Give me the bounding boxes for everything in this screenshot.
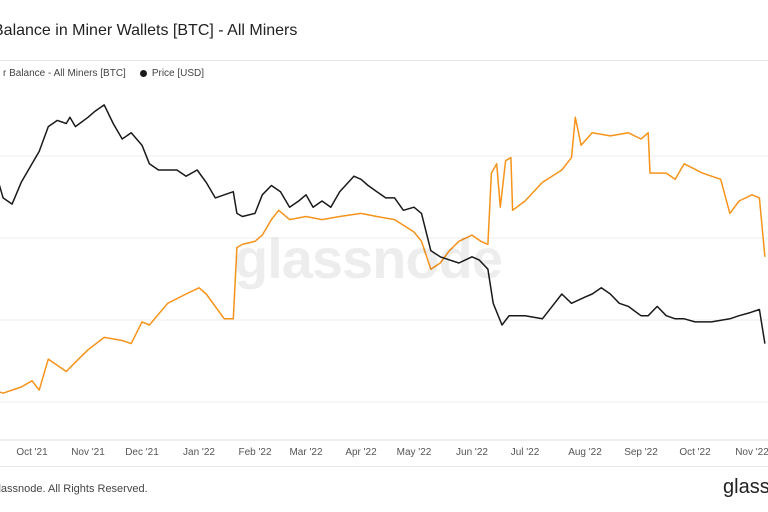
legend-item-price[interactable]: Price [USD] [139,68,205,79]
legend-item-balance[interactable]: r Balance - All Miners [BTC] [0,68,126,79]
x-tick-label: Mar '22 [289,447,322,458]
legend-label-price: Price [USD] [151,68,205,79]
legend-label-balance: r Balance - All Miners [BTC] [3,68,126,79]
footer-divider [0,466,768,467]
x-tick-label: Apr '22 [345,447,377,458]
chart-legend: r Balance - All Miners [BTC] Price [USD] [0,68,218,79]
footer-logo: glass [723,476,768,498]
x-tick-label: Aug '22 [568,447,602,458]
chart-area[interactable]: Oct '21 Nov '21 Dec '21 Jan '22 Feb '22 Mar '… [0,86,768,458]
x-tick-label: Oct '21 [16,447,48,458]
x-tick-label: Sep '22 [624,447,658,458]
header-divider [0,60,768,61]
x-tick-label: Dec '21 [125,447,159,458]
x-tick-label: Jan '22 [183,447,215,458]
x-tick-label: Jun '22 [456,447,488,458]
line-chart[interactable]: Oct '21 Nov '21 Dec '21 Jan '22 Feb '22 Mar '… [0,86,768,458]
x-tick-label: May '22 [397,447,432,458]
legend-swatch-price [139,70,147,77]
balance-series-line [0,116,766,394]
footer-copyright: ilassnode. All Rights Reserved. [0,483,148,495]
x-tick-label: Feb '22 [238,447,271,458]
x-tick-label: Nov '21 [71,447,105,458]
price-series-line [0,104,766,344]
x-tick-label: Nov '22 [735,447,768,458]
chart-title: Balance in Miner Wallets [BTC] - All Min… [0,22,298,39]
x-tick-label: Jul '22 [511,447,540,458]
x-tick-label: Oct '22 [679,447,711,458]
